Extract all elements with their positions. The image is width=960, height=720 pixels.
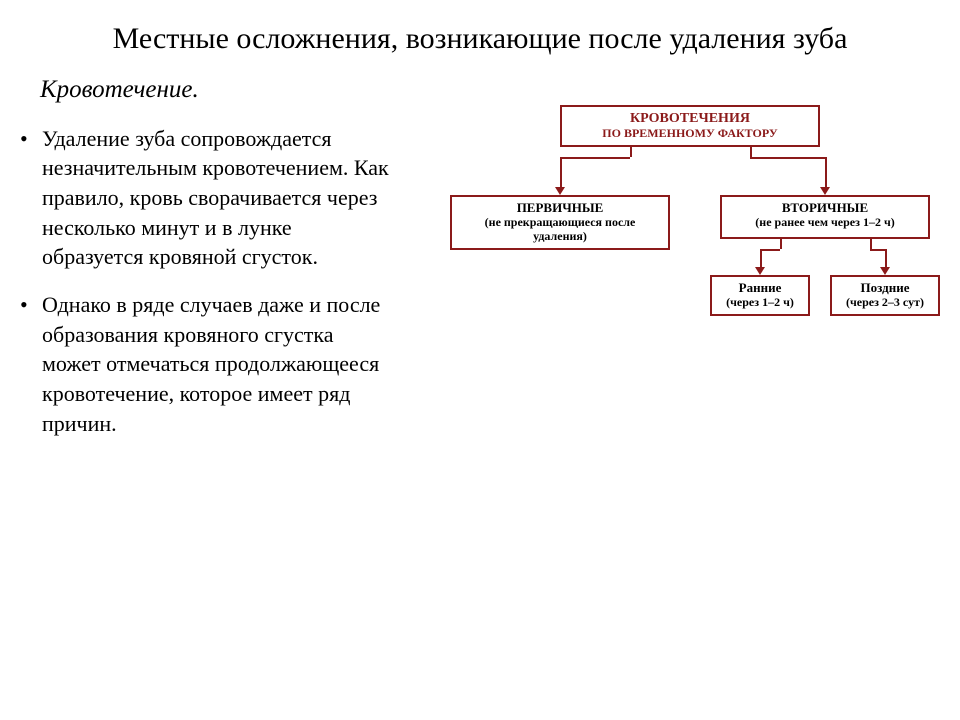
connector (760, 249, 762, 269)
slide-title: Местные осложнения, возникающие после уд… (0, 0, 960, 68)
connector (780, 239, 782, 249)
connector (870, 249, 885, 251)
arrow-down-icon (880, 267, 890, 275)
arrow-down-icon (755, 267, 765, 275)
arrow-down-icon (555, 187, 565, 195)
bullet-item: Однако в ряде случаев даже и после образ… (20, 290, 390, 438)
connector (560, 157, 630, 159)
connector (760, 249, 780, 251)
diagram-root: КРОВОТЕЧЕНИЯПО ВРЕМЕННОМУ ФАКТОРУ (560, 105, 820, 147)
connector (870, 239, 872, 249)
diagram-node-l1: ПЕРВИЧНЫЕ(не прекращающиеся после удален… (450, 195, 670, 250)
connector (885, 249, 887, 269)
diagram-node-l2: Ранние(через 1–2 ч) (710, 275, 810, 316)
diagram-node-l2: Поздние(через 2–3 сут) (830, 275, 940, 316)
diagram: КРОВОТЕЧЕНИЯПО ВРЕМЕННОМУ ФАКТОРУ ПЕРВИЧН… (430, 105, 940, 335)
diagram-node-l1: ВТОРИЧНЫЕ(не ранее чем через 1–2 ч) (720, 195, 930, 239)
arrow-down-icon (820, 187, 830, 195)
connector (750, 157, 825, 159)
bullet-item: Удаление зуба сопровождается незначитель… (20, 124, 390, 272)
connector (630, 147, 632, 157)
connector (825, 157, 827, 189)
connector (560, 157, 562, 189)
connector (750, 147, 752, 157)
bullet-list: Удаление зуба сопровождается незначитель… (20, 114, 390, 457)
